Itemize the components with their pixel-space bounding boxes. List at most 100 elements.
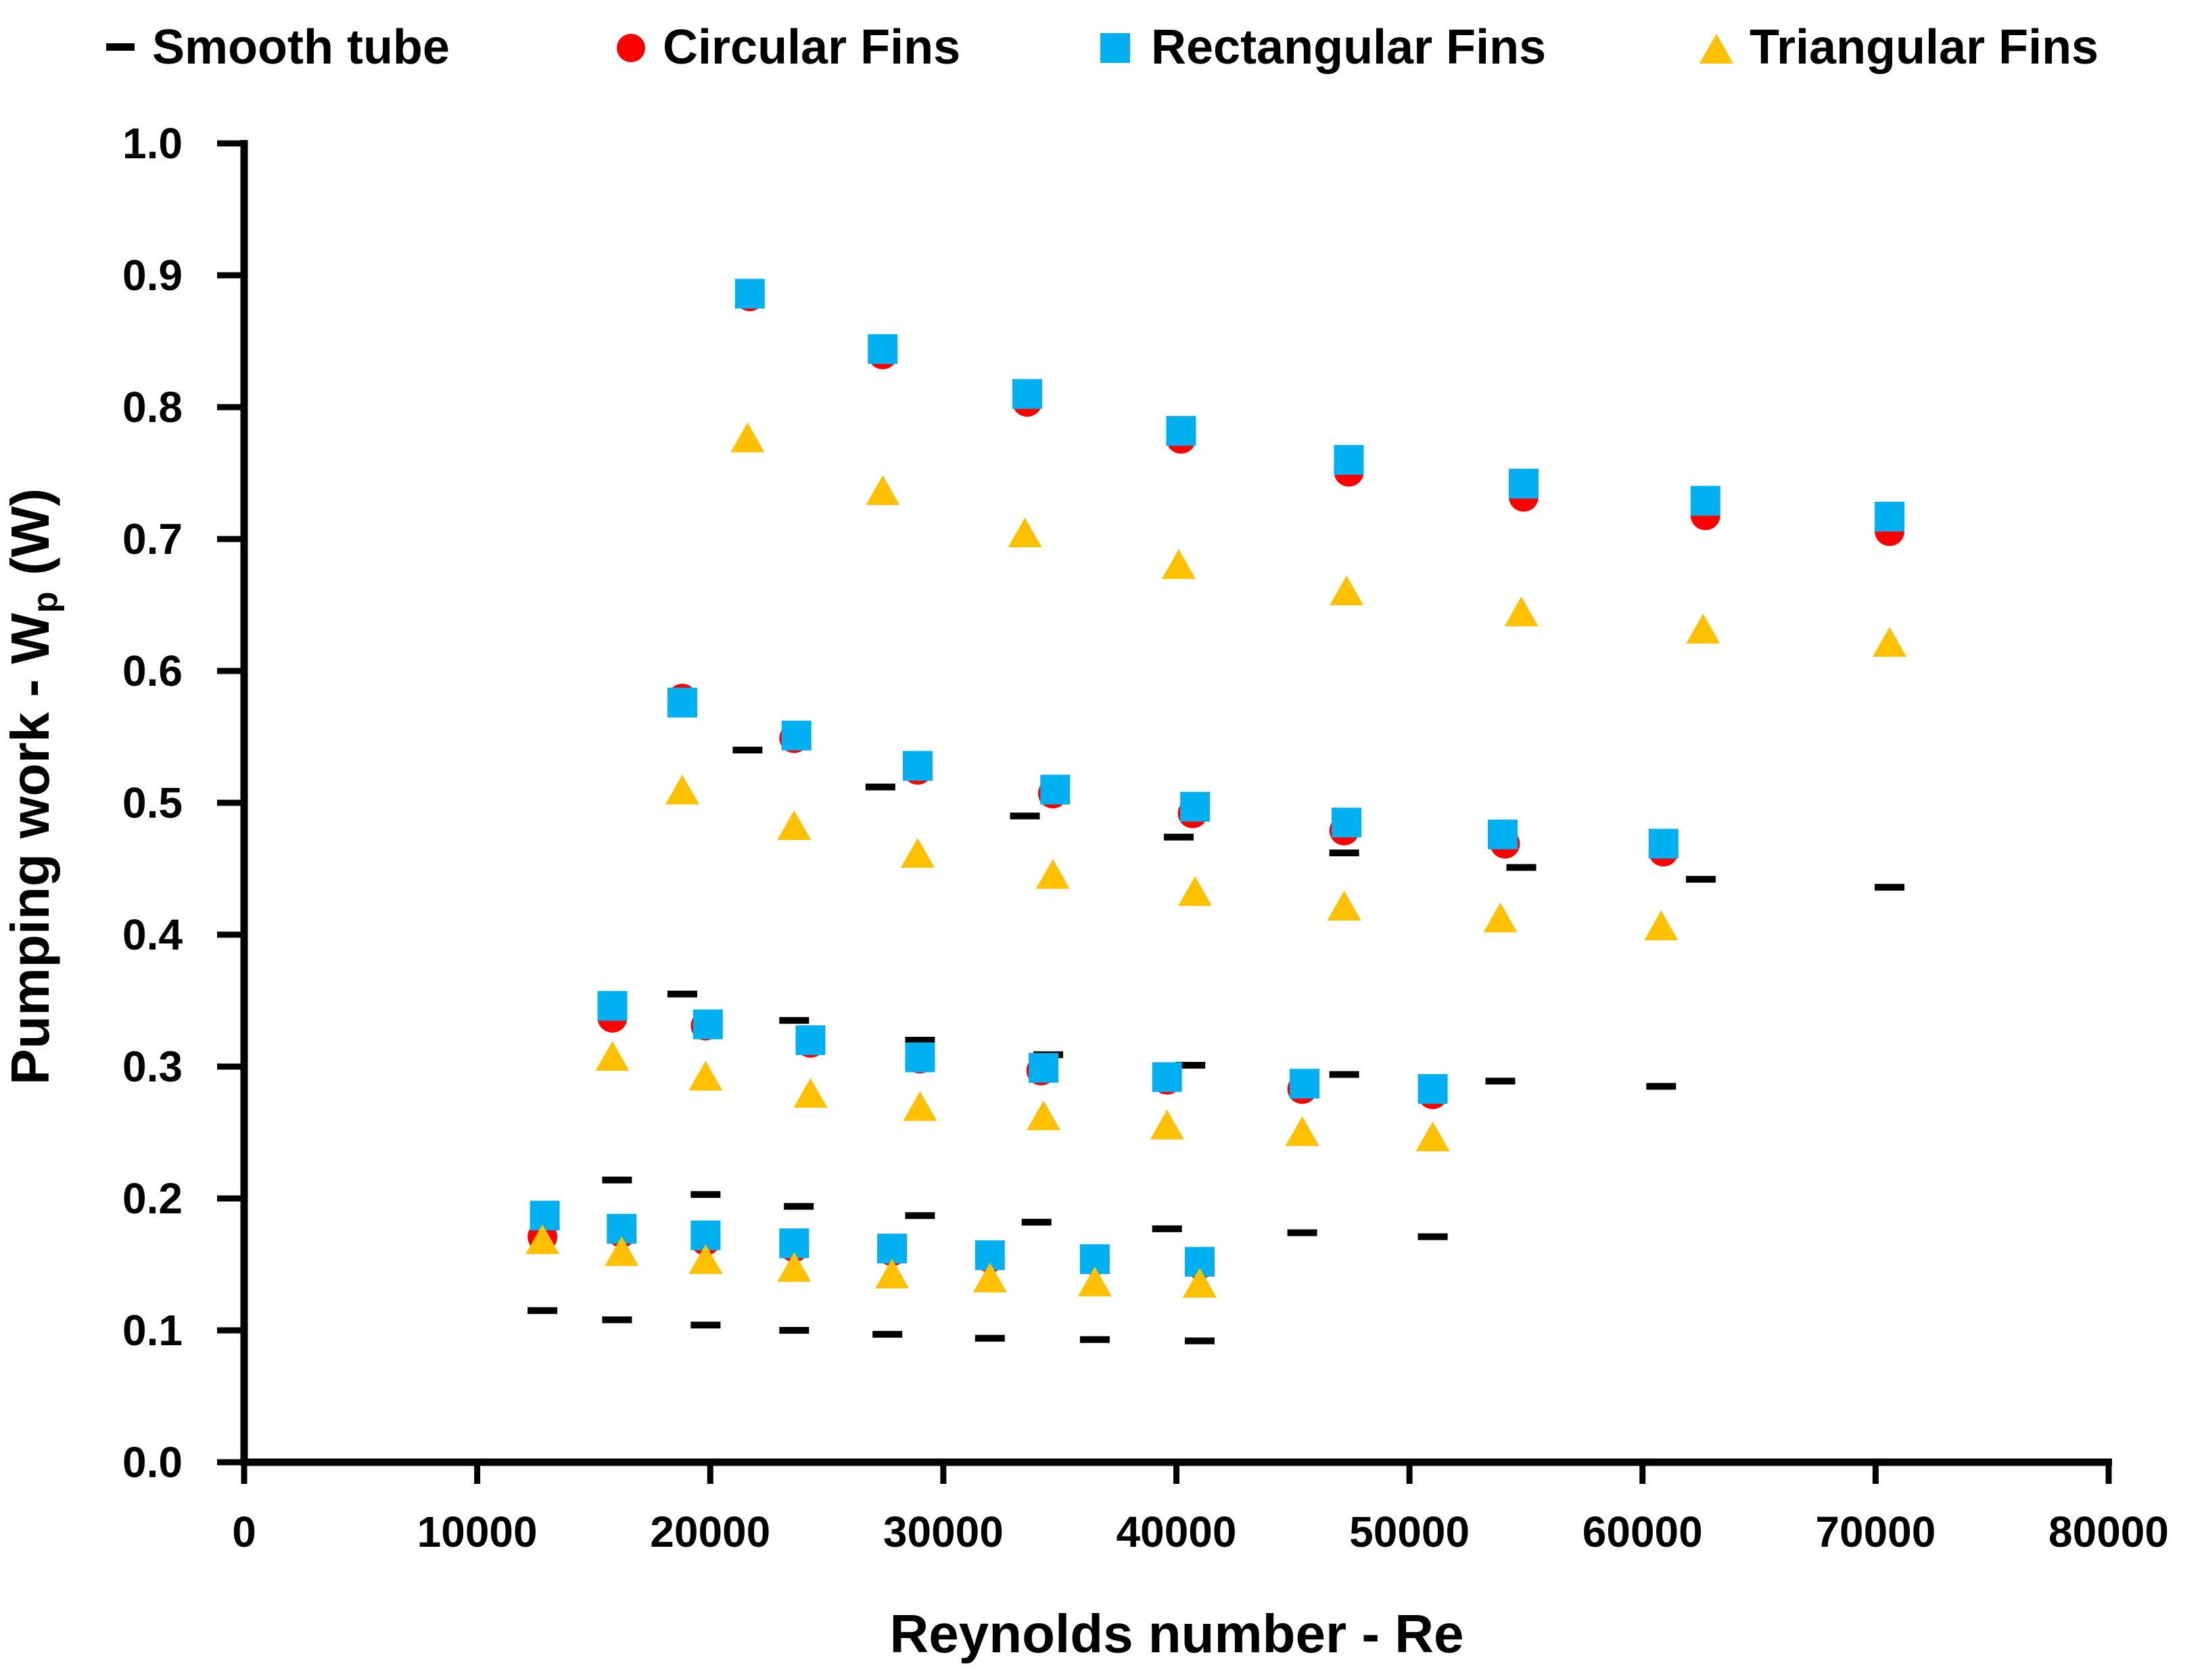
y-tick-label-2: 0.2 <box>122 1174 183 1223</box>
rectangular-fins-point-19 <box>1040 774 1071 805</box>
x-tick-label-2: 20000 <box>650 1508 770 1556</box>
rectangular-fins-point-11 <box>905 1042 935 1073</box>
smooth-tube-point-26 <box>1010 812 1040 820</box>
triangular-fins-point-10 <box>793 1077 828 1108</box>
data-markers <box>525 279 1907 1345</box>
triangular-fins-point-28 <box>1330 575 1364 605</box>
rectangular-fins-point-26 <box>1012 379 1042 409</box>
triangular-fins-point-23 <box>1644 910 1679 941</box>
legend: Smooth tube Circular Fins Rectangular Fi… <box>106 20 2099 74</box>
rectangular-fins-point-23 <box>1648 829 1679 859</box>
smooth-tube-point-27 <box>1163 833 1194 841</box>
triangular-fins-point-21 <box>1327 891 1361 920</box>
rectangular-fins-point-9 <box>693 1009 723 1040</box>
smooth-tube-point-4 <box>872 1330 903 1338</box>
smooth-tube-point-17 <box>779 1017 810 1024</box>
y-tick-label-1: 0.1 <box>122 1306 183 1355</box>
legend-item-rectangular-fins: Rectangular Fins <box>1100 20 1546 74</box>
rectangular-fins-point-22 <box>1487 819 1518 849</box>
triangular-fins-point-20 <box>1178 876 1213 906</box>
y-tick-label-4: 0.4 <box>122 910 183 959</box>
triangular-fins-point-2 <box>688 1244 723 1274</box>
smooth-tube-point-3 <box>779 1327 810 1334</box>
y-tick-label-0: 0.0 <box>122 1438 183 1487</box>
triangular-fins-point-29 <box>1504 597 1539 627</box>
triangular-fins-point-4 <box>875 1259 910 1289</box>
rectangular-fins-point-10 <box>795 1025 826 1055</box>
triangular-fins-point-1 <box>605 1236 639 1266</box>
y-axis-tick-labels: 0.0 0.1 0.2 0.3 0.4 0.5 0.6 0.7 0.8 0.9 1.0 <box>122 119 183 1487</box>
smooth-tube-point-31 <box>1875 883 1905 891</box>
triangular-fins-point-26 <box>1008 517 1042 548</box>
triangular-fins-point-30 <box>1686 613 1720 644</box>
rectangular-fins-point-14 <box>1290 1069 1320 1099</box>
smooth-tube-point-15 <box>1417 1233 1448 1240</box>
rectangular-fins-point-12 <box>1029 1052 1059 1083</box>
x-tick-label-5: 50000 <box>1349 1508 1470 1556</box>
y-tick-label-5: 0.5 <box>122 778 183 827</box>
smooth-tube-point-7 <box>1184 1337 1215 1345</box>
x-tick-label-6: 60000 <box>1582 1508 1703 1556</box>
series-triangular-fins <box>525 422 1907 1298</box>
rectangular-fins-point-20 <box>1180 791 1211 822</box>
rectangular-fins-point-13 <box>1152 1062 1182 1092</box>
x-axis-tick-labels: 0 10000 20000 30000 40000 50000 60000 70000 8000… <box>232 1508 2169 1556</box>
y-axis-ticks <box>217 140 244 1466</box>
series-smooth-tube <box>527 747 1905 1345</box>
smooth-tube-point-10 <box>784 1203 814 1210</box>
triangular-fins-point-31 <box>1873 627 1907 657</box>
rectangular-fins-point-24 <box>734 279 765 309</box>
rectangular-fins-point-8 <box>597 991 628 1021</box>
rectangular-fins-point-30 <box>1690 486 1720 516</box>
rectangular-fins-point-15 <box>1417 1074 1448 1104</box>
triangular-fins-point-0 <box>525 1224 560 1255</box>
rectangular-fins-point-0 <box>530 1200 560 1231</box>
rectangular-fins-point-4 <box>877 1234 908 1264</box>
triangular-fins-point-22 <box>1483 902 1518 933</box>
smooth-tube-point-6 <box>1079 1336 1110 1343</box>
x-tick-label-8: 80000 <box>2048 1508 2169 1556</box>
triangular-fins-point-6 <box>1077 1266 1112 1297</box>
y-tick-label-7: 0.7 <box>122 515 183 563</box>
smooth-tube-point-9 <box>690 1191 721 1198</box>
triangular-fins-point-27 <box>1161 549 1196 579</box>
legend-label-rectangular-fins: Rectangular Fins <box>1151 20 1546 74</box>
smooth-tube-point-8 <box>602 1176 632 1184</box>
smooth-tube-point-14 <box>1287 1229 1317 1236</box>
x-tick-label-3: 30000 <box>883 1508 1004 1556</box>
rectangular-fins-point-31 <box>1875 501 1905 532</box>
triangular-fins-point-8 <box>595 1041 630 1071</box>
smooth-tube-point-25 <box>865 783 895 791</box>
smooth-tube-point-28 <box>1329 849 1359 857</box>
triangular-fins-point-25 <box>866 475 900 505</box>
smooth-tube-point-16 <box>667 990 697 998</box>
legend-marker-circular-fins <box>617 34 645 62</box>
rectangular-fins-point-29 <box>1508 469 1539 499</box>
triangular-fins-point-24 <box>730 422 765 452</box>
smooth-tube-point-5 <box>975 1334 1005 1342</box>
rectangular-fins-point-27 <box>1166 416 1196 446</box>
x-tick-label-0: 0 <box>232 1508 256 1556</box>
x-tick-label-4: 40000 <box>1117 1508 1237 1556</box>
smooth-tube-point-23 <box>1646 1083 1677 1090</box>
smooth-tube-point-2 <box>690 1322 721 1329</box>
smooth-tube-point-30 <box>1685 876 1716 883</box>
rectangular-fins-point-17 <box>781 720 812 751</box>
y-tick-label-8: 0.8 <box>122 383 183 431</box>
series-rectangular-fins <box>530 279 1905 1277</box>
triangular-fins-point-14 <box>1285 1116 1319 1146</box>
triangular-fins-point-12 <box>1027 1100 1061 1131</box>
legend-label-circular-fins: Circular Fins <box>663 20 960 74</box>
x-axis-title: Reynolds number - Re <box>889 1604 1463 1664</box>
x-tick-label-1: 10000 <box>417 1508 538 1556</box>
triangular-fins-point-13 <box>1150 1109 1184 1140</box>
triangular-fins-point-3 <box>777 1252 812 1282</box>
legend-item-circular-fins: Circular Fins <box>617 20 960 74</box>
legend-marker-rectangular-fins <box>1100 33 1130 63</box>
smooth-tube-point-1 <box>602 1316 632 1324</box>
triangular-fins-point-7 <box>1182 1267 1217 1298</box>
triangular-fins-point-9 <box>688 1060 723 1091</box>
triangular-fins-point-5 <box>972 1262 1007 1292</box>
